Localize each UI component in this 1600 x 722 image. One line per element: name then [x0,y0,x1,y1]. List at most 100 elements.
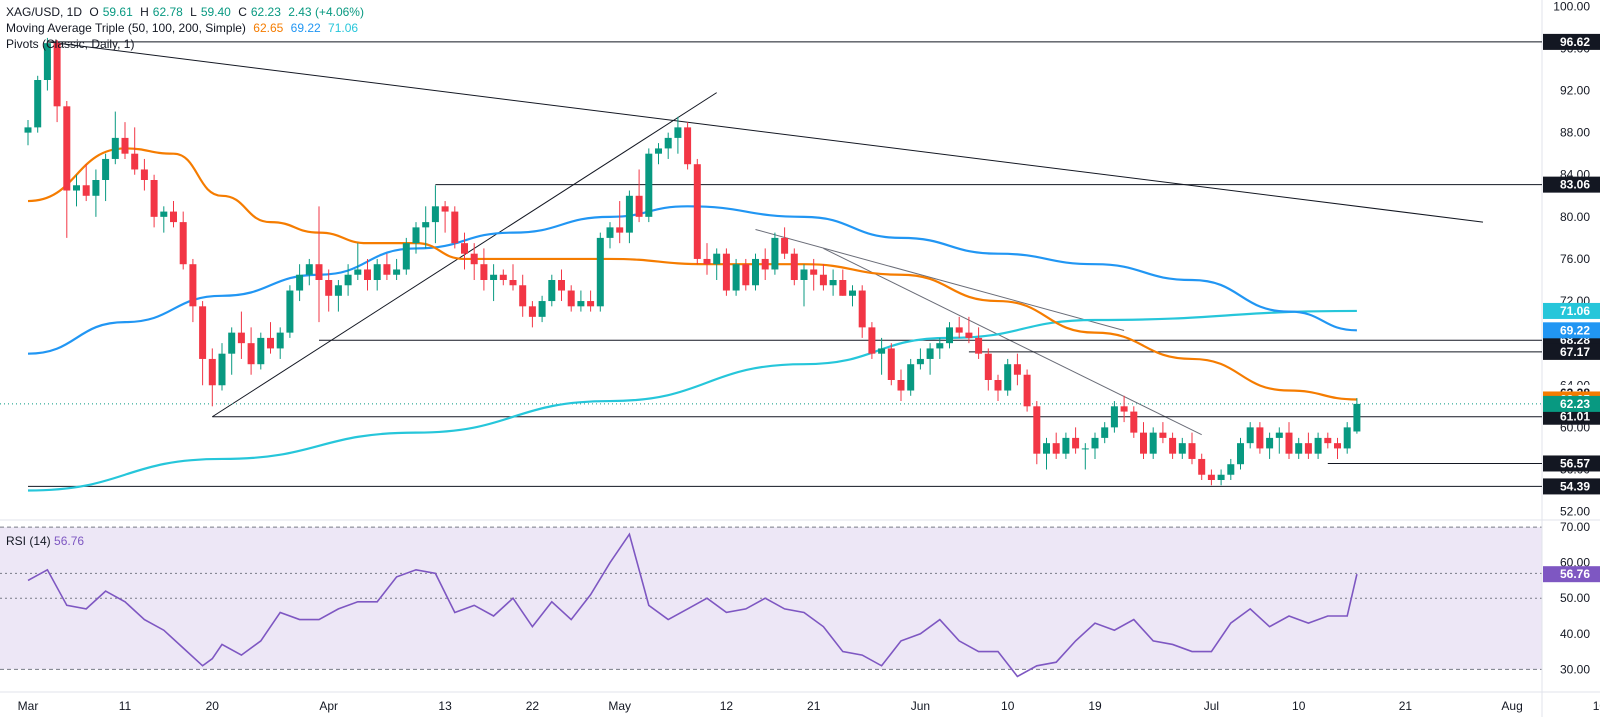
rsi-tick-label: 50.00 [1560,591,1590,605]
time-tick-label: 21 [807,699,821,713]
candle-body [1266,437,1274,449]
candle-body [1198,458,1206,475]
ma50-line [27,147,1357,401]
candle-body [975,337,983,354]
candle-body [577,301,585,307]
time-tick-label: 22 [526,699,540,713]
candle-body [722,253,730,291]
candle-body [73,185,80,191]
low-value: 59.40 [200,5,231,19]
axis-price-tag [1543,33,1600,50]
candle-body [1120,406,1128,412]
candle-body [63,106,71,191]
axis-price-tag-text: 96.62 [1560,35,1590,49]
pivots-title[interactable]: Pivots (Classic, Daily, 1) [6,37,135,51]
candle-body [1072,437,1080,449]
ma-title[interactable]: Moving Average Triple (50, 100, 200, Sim… [6,21,246,35]
axis-price-tag [1543,343,1600,360]
candle-body [1110,406,1118,428]
candle-body [936,343,944,349]
ma200-value: 71.06 [328,21,359,35]
candle-body [519,285,527,307]
ma100-line [27,205,1357,355]
candle-body [228,332,236,354]
candle-body [53,43,61,107]
candle-body [955,327,963,333]
time-tick-label: 12 [720,699,734,713]
rsi-axis-tag [1543,566,1600,583]
candle-body [1033,406,1041,454]
rsi-title[interactable]: RSI (14) [6,534,51,548]
legend-pivots: Pivots (Classic, Daily, 1) [6,37,138,51]
high-value: 62.78 [152,5,183,19]
rsi-tick-label: 30.00 [1560,662,1590,676]
candle-body [684,127,692,165]
axis-price-tag-text: 61.01 [1560,410,1590,424]
time-tick-label: 19 [1088,699,1102,713]
candle-body [43,43,51,80]
candle-body [325,280,333,296]
high-label: H [140,5,149,19]
rsi-value: 56.76 [54,534,85,548]
rsi-tick-label: 60.00 [1560,556,1590,570]
candle-body [994,380,1002,391]
candle-body [1256,427,1264,449]
open-value: 59.61 [102,5,133,19]
axis-price-tag [1543,478,1600,495]
candle-body [528,306,536,317]
candle-body [1043,443,1050,454]
axis-price-tag [1543,455,1600,472]
candle-body [276,332,284,349]
rsi-group [27,532,1358,678]
candle-body [839,280,847,296]
candle-body [402,243,410,270]
candle-body [655,148,662,154]
price-labels-group: 96.6283.0668.2867.1761.0156.5754.3971.06… [1543,33,1600,583]
candle-body [878,348,886,354]
legend-moving-averages: Moving Average Triple (50, 100, 200, Sim… [6,21,362,35]
candle-body [412,227,420,244]
candle-body [1275,432,1283,438]
open-label: O [89,5,99,19]
candle-body [916,358,924,365]
candle-body [1227,464,1235,475]
candle-body [490,274,498,280]
candle-body [354,269,362,275]
price-tick-label: 88.00 [1560,126,1590,140]
price-tick-label: 76.00 [1560,252,1590,266]
candle-body [742,264,750,286]
candle-body [965,332,973,338]
candle-body [606,227,614,238]
axis-price-tag-text: 67.17 [1560,345,1590,359]
axis-group: 52.0056.0060.0064.0068.0072.0076.0080.00… [18,0,1600,713]
axis-price-tag-text: 56.57 [1560,456,1590,470]
candle-body [499,274,507,280]
candle-body [383,264,391,275]
candle-body [674,127,682,138]
time-tick-label: 11 [119,699,132,713]
symbol-label[interactable]: XAG/USD, 1D [6,5,83,19]
candle-body [538,301,546,317]
close-value: 62.23 [250,5,281,19]
legend-rsi: RSI (14) 56.76 [6,534,84,548]
candle-body [1169,437,1177,454]
candle-body [761,258,769,270]
rsi-line [27,532,1358,678]
candle-body [470,253,478,265]
price-tick-label: 100.00 [1553,0,1590,13]
candle-body [286,290,294,333]
candle-body [1178,443,1186,454]
candle-body [344,274,352,286]
time-tick-label: 10 [1292,699,1306,713]
candle-body [810,269,818,275]
candle-body [1013,364,1021,375]
time-tick-label: May [608,699,631,713]
axis-price-tag [1543,302,1600,319]
legend-ohlc: XAG/USD, 1D O 59.61 H 62.78 L 59.40 C 62.23 … [6,5,368,19]
candle-body [92,180,100,196]
candle-body [179,222,187,265]
candles-group [24,37,1361,486]
